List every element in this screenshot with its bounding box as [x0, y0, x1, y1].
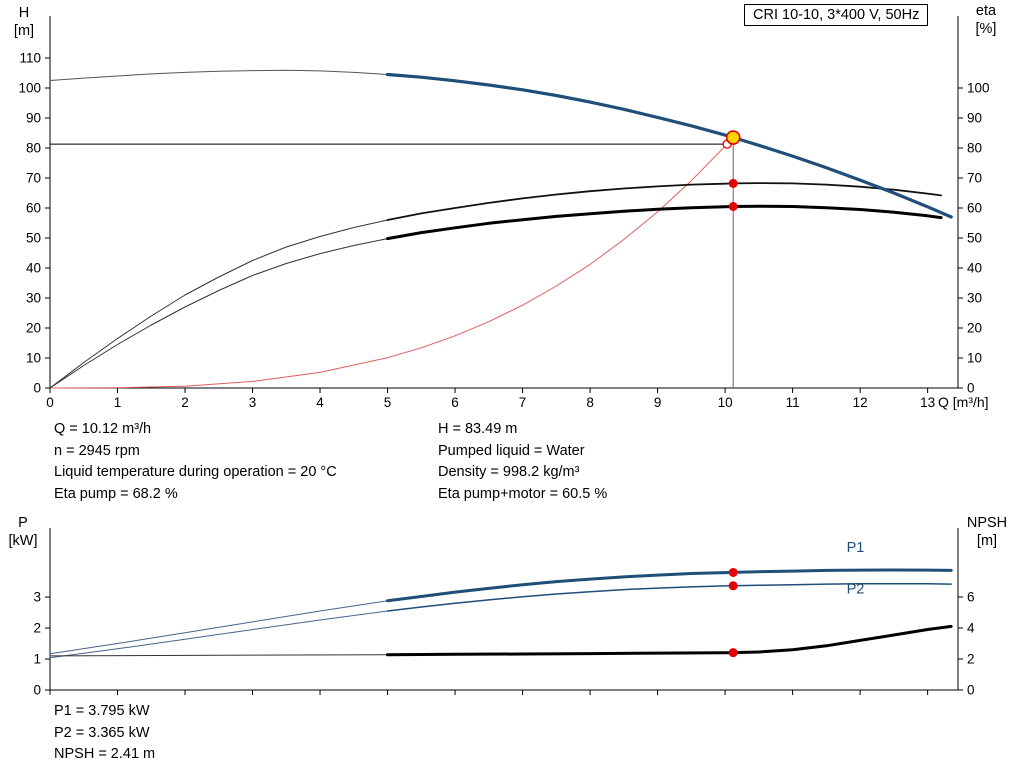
series-eta-pump-motor-low-flow: [49, 238, 388, 389]
y-left-tick-label: 30: [26, 291, 41, 306]
p-axis-label: P [kW]: [0, 514, 46, 550]
y-left-tick-label: 10: [26, 351, 41, 366]
y-right-tick-label: 50: [967, 231, 982, 246]
y-right-tick-label: 20: [967, 321, 982, 336]
y-right-tick-label: 60: [967, 201, 982, 216]
info-line-density: Density = 998.2 kg/m³: [438, 464, 580, 480]
operating-data-left: Q = 10.12 m³/h n = 2945 rpm Liquid tempe…: [54, 419, 337, 505]
y-left-tick-label: 60: [26, 201, 41, 216]
y-right-tick-label: 70: [967, 171, 982, 186]
y-left-tick-label: 2: [33, 621, 41, 636]
npsh-axis-unit: [m]: [976, 533, 998, 549]
y-right-tick-label: 6: [967, 589, 975, 604]
y-left-tick-label: 110: [19, 51, 41, 66]
series-pump-curve-low-flow: [49, 69, 388, 81]
npsh-duty-point: [728, 648, 738, 658]
series-npsh-low-flow: [49, 654, 388, 657]
eta-axis-unit: [%]: [975, 21, 997, 37]
x-tick-label: 8: [586, 395, 594, 410]
pump-model-title: CRI 10-10, 3*400 V, 50Hz: [744, 4, 929, 26]
y-left-tick-label: 90: [26, 111, 41, 126]
p1-duty-point: [728, 567, 738, 577]
series-p2-low-flow: [49, 610, 388, 659]
x-tick-label: 6: [451, 395, 459, 410]
x-tick-label: 5: [384, 395, 392, 410]
info-line-npsh: NPSH = 2.41 m: [54, 746, 156, 762]
x-tick-label: 0: [46, 395, 54, 410]
h-axis-unit: [m]: [13, 23, 35, 39]
y-right-tick-label: 0: [967, 683, 975, 698]
y-left-tick-label: 0: [33, 683, 41, 698]
y-left-tick-label: 3: [33, 590, 41, 605]
npsh-axis-label: NPSH [m]: [956, 514, 1018, 550]
y-right-tick-label: 10: [967, 351, 982, 366]
y-right-tick-label: 100: [967, 81, 990, 96]
p2-duty-point: [728, 581, 738, 591]
series-system-curve: [49, 137, 734, 389]
x-tick-label: 7: [519, 395, 527, 410]
y-right-tick-label: 0: [967, 381, 975, 396]
info-line-p1: P1 = 3.795 kW: [54, 703, 150, 719]
y-right-tick-label: 30: [967, 291, 982, 306]
series-p2-curve: [386, 583, 952, 612]
x-tick-label: 4: [316, 395, 324, 410]
x-tick-label: 13: [920, 395, 935, 410]
y-left-tick-label: 70: [26, 171, 41, 186]
eta-axis-label: eta [%]: [962, 2, 1010, 38]
eta-pump-duty-point: [728, 178, 738, 188]
y-left-tick-label: 100: [18, 81, 41, 96]
series-eta-pump-motor: [386, 204, 943, 241]
eta-pump-motor-duty-point: [728, 202, 738, 211]
curve-label-p1: P1: [847, 540, 865, 556]
eta-axis-symbol: eta: [975, 3, 997, 19]
series-p1-low-flow: [49, 600, 388, 655]
info-line-q: Q = 10.12 m³/h: [54, 421, 152, 437]
info-line-p2: P2 = 3.365 kW: [54, 724, 150, 741]
x-tick-label: 9: [654, 395, 662, 410]
info-line-h: H = 83.49 m: [438, 421, 518, 437]
info-line-eta-pump-motor: Eta pump+motor = 60.5 %: [438, 485, 608, 502]
operating-data-right: H = 83.49 m Pumped liquid = Water Densit…: [438, 419, 607, 505]
info-line-temperature: Liquid temperature during operation = 20…: [54, 464, 337, 480]
y-right-tick-label: 40: [967, 261, 982, 276]
y-left-tick-label: 50: [26, 231, 41, 246]
y-right-tick-label: 2: [967, 651, 975, 666]
y-right-tick-label: 4: [967, 620, 975, 635]
x-tick-label: 12: [853, 395, 868, 410]
y-left-tick-label: 1: [33, 652, 41, 667]
x-tick-label: 3: [249, 395, 257, 410]
y-left-tick-label: 40: [26, 261, 41, 276]
series-p1-curve: [386, 568, 953, 603]
x-tick-label: 11: [786, 395, 800, 410]
y-left-tick-label: 80: [26, 141, 41, 156]
y-left-tick-label: 0: [33, 381, 41, 396]
info-line-liquid: Pumped liquid = Water: [438, 442, 585, 459]
y-right-tick-label: 80: [967, 141, 982, 156]
p-axis-unit: [kW]: [8, 533, 38, 549]
info-line-n: n = 2945 rpm: [54, 442, 140, 459]
y-right-tick-label: 90: [967, 111, 982, 126]
curve-label-p2: P2: [847, 581, 865, 597]
power-npsh-data: P1 = 3.795 kW P2 = 3.365 kW NPSH = 2.41 …: [54, 701, 155, 766]
y-left-tick-label: 20: [26, 321, 41, 336]
h-axis-symbol: H: [18, 5, 30, 21]
h-axis-label: H [m]: [2, 4, 46, 40]
info-line-eta-pump: Eta pump = 68.2 %: [54, 485, 178, 502]
series-npsh-curve: [386, 624, 953, 657]
npsh-axis-symbol: NPSH: [966, 515, 1008, 531]
series-eta-pump-low-flow: [49, 219, 388, 389]
series-eta-pump: [386, 182, 942, 221]
duty-point: [725, 130, 741, 145]
x-tick-label: 1: [114, 395, 122, 410]
series-pump-curve: [385, 72, 953, 219]
x-axis-title: Q [m³/h]: [938, 394, 989, 410]
x-tick-label: 2: [181, 395, 189, 410]
p-axis-symbol: P: [18, 515, 28, 531]
x-tick-label: 10: [718, 395, 733, 410]
